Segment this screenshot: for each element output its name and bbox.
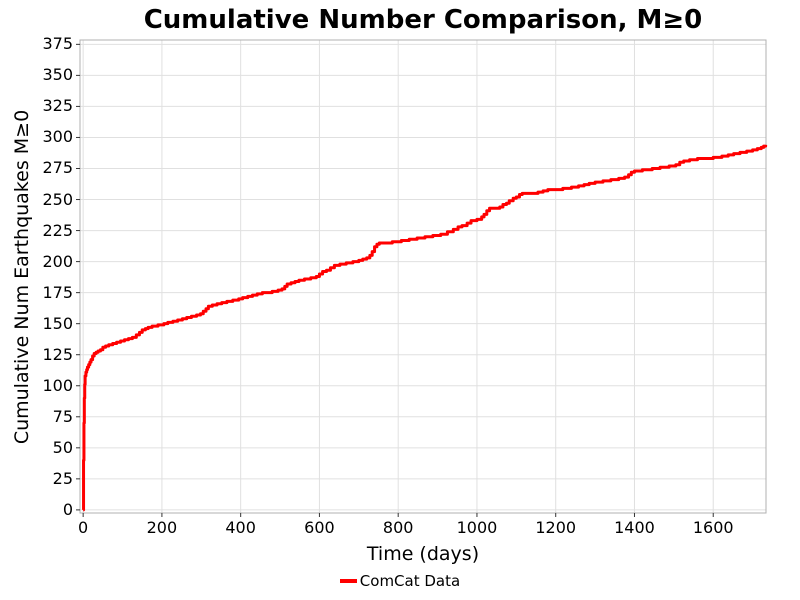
- x-tick-label: 1200: [535, 518, 577, 537]
- y-tick-label: 0: [62, 499, 73, 519]
- x-tick-label: 400: [225, 518, 256, 537]
- y-tick-label: 225: [42, 220, 73, 240]
- data-line-comcat: [82, 144, 768, 512]
- y-tick-label: 25: [52, 468, 73, 488]
- y-tick-label: 200: [42, 251, 73, 271]
- x-tick-label: 1600: [692, 518, 734, 537]
- x-tick-label: 1400: [614, 518, 655, 537]
- legend: ComCat Data: [0, 571, 800, 591]
- y-tick-label: 150: [42, 313, 73, 333]
- x-tick-label: 0: [78, 518, 89, 537]
- x-axis-label: Time (days): [366, 543, 480, 565]
- x-tick-label: 800: [382, 518, 414, 537]
- y-tick-label: 125: [42, 344, 73, 364]
- legend-line-marker: [339, 579, 357, 583]
- y-tick-label: 300: [42, 127, 73, 147]
- x-tick-label: 1000: [456, 518, 498, 537]
- y-tick-label: 350: [42, 65, 73, 85]
- y-tick-label: 375: [42, 34, 73, 54]
- axes-border: [79, 39, 767, 514]
- legend-label: ComCat Data: [359, 572, 461, 590]
- x-tick-label: 200: [146, 518, 178, 537]
- y-tick-label: 325: [42, 96, 73, 116]
- y-tick-label: 75: [52, 406, 73, 426]
- chart-title: Cumulative Number Comparison, M≥0: [143, 5, 703, 35]
- y-tick-label: 50: [52, 437, 73, 457]
- y-tick-label: 100: [42, 375, 73, 395]
- y-tick-label: 175: [42, 282, 73, 302]
- y-tick-label: 275: [42, 158, 73, 178]
- y-tick-label: 250: [42, 189, 73, 209]
- x-tick-label: 600: [304, 518, 335, 537]
